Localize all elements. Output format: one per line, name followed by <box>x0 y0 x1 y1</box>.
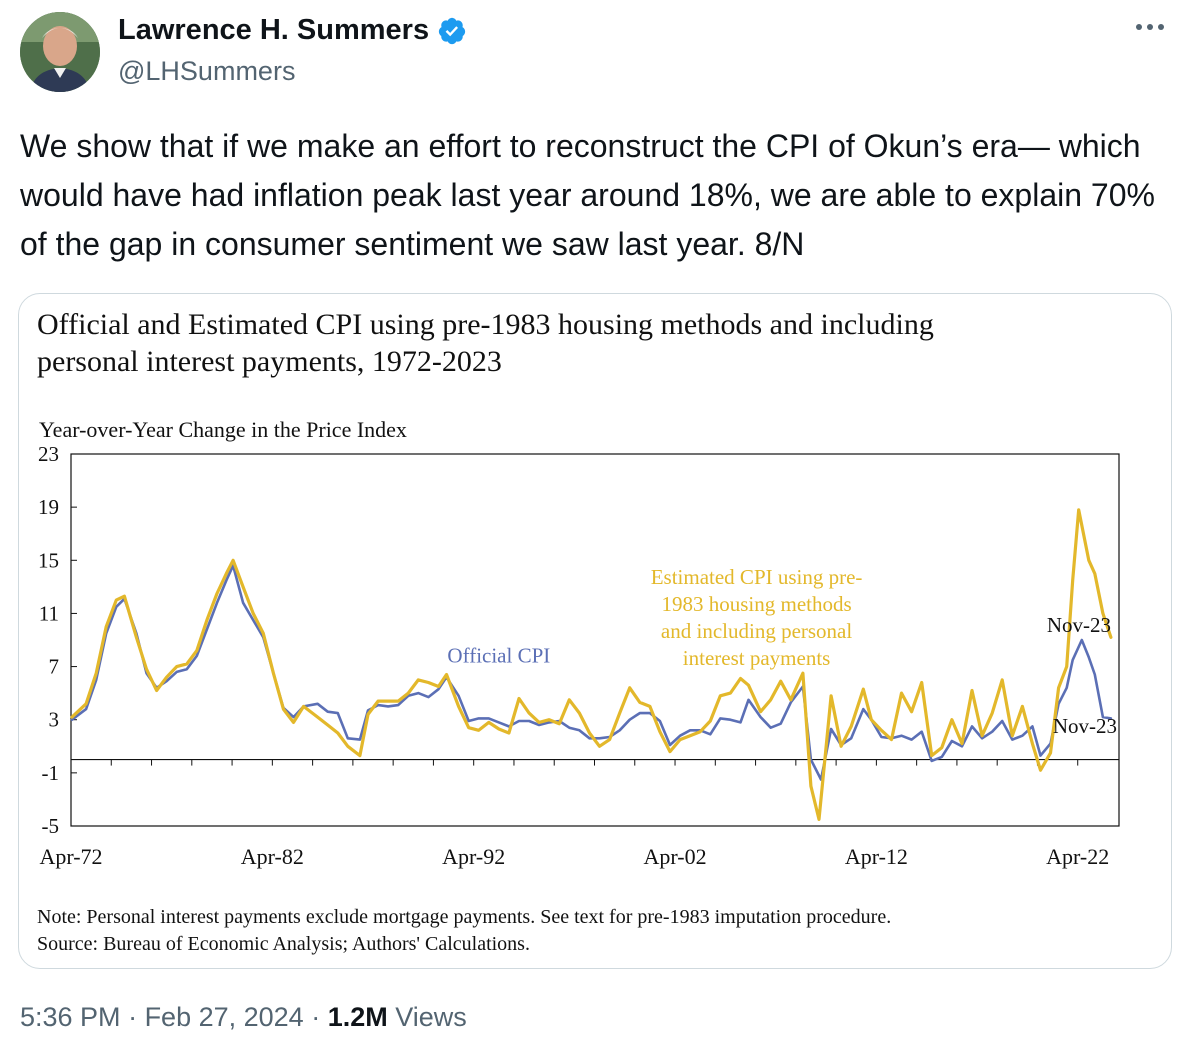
y-tick-label: 7 <box>49 655 60 679</box>
official-cpi-label: Official CPI <box>447 644 550 668</box>
chart-image-card[interactable]: Official and Estimated CPI using pre-198… <box>18 293 1172 969</box>
dot-icon <box>1158 24 1164 30</box>
y-tick-label: 3 <box>49 708 60 732</box>
y-tick-label: -1 <box>42 761 60 785</box>
x-tick-label: Apr-82 <box>241 844 304 869</box>
chart-plot: Year-over-Year Change in the Price Index… <box>38 417 1120 869</box>
tweet-time[interactable]: 5:36 PM <box>20 1002 121 1032</box>
estimated-cpi-label: and including personal <box>661 619 852 643</box>
estimated-cpi-label: Estimated CPI using pre- <box>651 565 863 589</box>
avatar[interactable] <box>20 12 100 92</box>
x-tick-label: Apr-22 <box>1046 844 1109 869</box>
official-cpi-line <box>70 564 1113 781</box>
chart-note-block: Note: Personal interest payments exclude… <box>37 904 891 958</box>
verified-badge-icon <box>438 17 466 44</box>
chart-source: Source: Bureau of Economic Analysis; Aut… <box>37 933 530 955</box>
views-label: Views <box>387 1002 467 1032</box>
y-tick-label: 15 <box>38 548 59 572</box>
x-tick-label: Apr-02 <box>643 844 706 869</box>
y-tick-label: -5 <box>42 814 60 838</box>
more-options-icon[interactable] <box>1136 22 1166 32</box>
estimated-cpi-label: interest payments <box>683 646 831 670</box>
y-tick-label: 23 <box>38 442 59 466</box>
chart-title: Official and Estimated CPI using pre-198… <box>37 308 934 378</box>
x-tick-label: Apr-12 <box>845 844 908 869</box>
end-label-official: Nov-23 <box>1053 714 1117 738</box>
estimated-cpi-label: 1983 housing methods <box>661 592 851 616</box>
dot-icon <box>1147 24 1153 30</box>
views-count: 1.2M <box>327 1002 388 1032</box>
dot-icon <box>1136 24 1142 30</box>
y-tick-label: 19 <box>38 495 59 519</box>
author-name[interactable]: Lawrence H. Summers <box>118 14 430 46</box>
estimated-cpi-line <box>70 508 1113 822</box>
tweet-text: We show that if we make an effort to rec… <box>20 128 1155 262</box>
y-axis-label: Year-over-Year Change in the Price Index <box>39 417 407 442</box>
y-tick-label: 11 <box>39 601 59 625</box>
tweet-date[interactable]: Feb 27, 2024 <box>144 1002 304 1032</box>
meta-separator: · <box>303 1002 328 1032</box>
chart-note: Note: Personal interest payments exclude… <box>37 906 892 928</box>
tweet-meta: 5:36 PM · Feb 27, 2024 · 1.2M Views <box>20 1002 467 1033</box>
x-tick-label: Apr-72 <box>39 844 102 869</box>
x-tick-label: Apr-92 <box>442 844 505 869</box>
end-label-estimated: Nov-23 <box>1047 613 1111 637</box>
avatar-image <box>20 12 100 92</box>
author-handle[interactable]: @LHSummers <box>118 56 296 86</box>
meta-separator: · <box>120 1002 145 1032</box>
plot-frame <box>70 453 1120 827</box>
